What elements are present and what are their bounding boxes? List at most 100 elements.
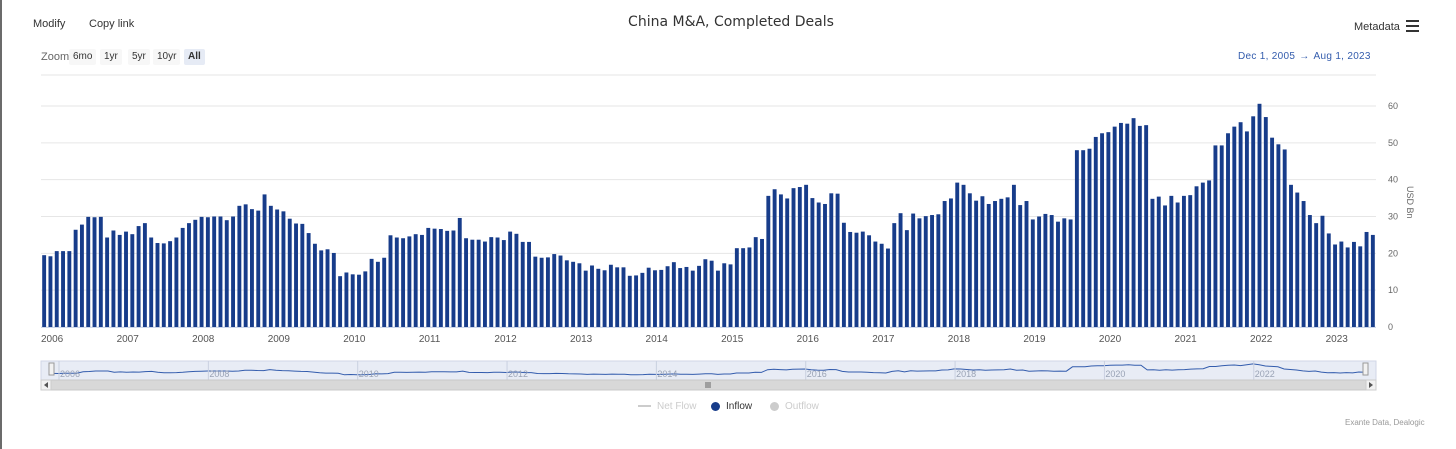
bar — [1156, 196, 1161, 327]
navigator-left-handle[interactable] — [48, 362, 55, 376]
bar — [54, 251, 59, 327]
zoom-all-button[interactable]: All — [184, 49, 205, 65]
bar — [155, 243, 160, 327]
bar — [823, 203, 827, 327]
legend-inflow[interactable]: Inflow — [711, 401, 752, 412]
bar — [92, 217, 97, 327]
bar — [993, 201, 997, 327]
bar — [596, 268, 601, 327]
bar — [1232, 126, 1237, 327]
bar — [1200, 182, 1205, 327]
bar — [98, 216, 103, 327]
bar — [495, 237, 500, 327]
bar — [1093, 136, 1098, 327]
bar — [79, 224, 84, 327]
navigator-tick-label: 2006 — [60, 369, 80, 379]
navigator-right-handle[interactable] — [1362, 362, 1369, 376]
bar — [350, 274, 355, 327]
bar — [1238, 122, 1243, 328]
bar — [48, 256, 53, 327]
navigator-tick-label: 2014 — [657, 369, 677, 379]
bar — [816, 202, 821, 327]
bar — [1068, 219, 1073, 327]
zoom-6mo-button[interactable]: 6mo — [69, 49, 97, 65]
chart-title: China M&A, Completed Deals — [628, 14, 834, 30]
bar — [602, 270, 607, 327]
navigator-tick-label: 2016 — [807, 369, 827, 379]
bar — [659, 269, 664, 327]
bar — [753, 237, 758, 327]
bar — [697, 265, 701, 327]
range-to-input[interactable]: Aug 1, 2023 — [1313, 51, 1371, 62]
legend-label: Outflow — [785, 401, 819, 412]
bar — [199, 216, 204, 327]
bar — [974, 200, 979, 327]
bar — [331, 252, 336, 327]
bar — [237, 205, 242, 327]
hamburger-menu-icon[interactable] — [1406, 20, 1419, 32]
bar — [621, 267, 626, 327]
bar — [1289, 184, 1293, 327]
bar — [168, 241, 173, 327]
bar — [1125, 123, 1130, 328]
bar — [923, 216, 928, 327]
modify-button[interactable]: Modify — [33, 18, 66, 30]
zoom-1yr-button[interactable]: 1yr — [100, 49, 122, 65]
bar — [615, 267, 620, 327]
bar — [590, 265, 594, 327]
bar — [306, 233, 311, 327]
bar — [357, 274, 361, 327]
bar — [898, 213, 903, 327]
bar — [1339, 241, 1344, 327]
bar — [917, 218, 922, 327]
bar — [1219, 145, 1224, 327]
bar — [325, 249, 330, 327]
bar — [760, 238, 764, 327]
zoom-10yr-button[interactable]: 10yr — [153, 49, 181, 65]
y-axis: 0 10 20 30 40 50 60 USD Bn — [1388, 101, 1415, 332]
bar — [105, 237, 110, 327]
bar — [268, 205, 273, 327]
range-from-input[interactable]: Dec 1, 2005 — [1238, 51, 1296, 62]
navigator-tick-label: 2012 — [508, 369, 528, 379]
bar — [1213, 145, 1218, 327]
bar — [1018, 205, 1023, 327]
legend-label: Net Flow — [657, 401, 697, 412]
bar — [300, 223, 305, 327]
x-tick-label: 2016 — [797, 334, 820, 345]
bar — [980, 196, 985, 327]
zoom-label: Zoom — [41, 51, 70, 63]
bar — [772, 189, 777, 327]
bar — [1112, 126, 1117, 327]
bar — [904, 230, 909, 327]
bar — [879, 243, 884, 327]
bar — [117, 234, 122, 327]
y-tick-label: 40 — [1388, 175, 1398, 185]
bar — [1314, 223, 1319, 327]
legend-outflow[interactable]: Outflow — [770, 401, 819, 412]
bar — [394, 237, 399, 327]
bar — [1150, 198, 1155, 327]
legend-dot-symbol — [711, 401, 720, 411]
bar — [451, 230, 456, 327]
bar — [193, 219, 198, 327]
bar — [61, 251, 65, 327]
bar — [728, 264, 733, 327]
bar — [1005, 197, 1010, 327]
bar — [1295, 192, 1300, 327]
bar — [577, 263, 582, 327]
copy-link-button[interactable]: Copy link — [89, 18, 135, 30]
metadata-button[interactable]: Metadata — [1354, 21, 1400, 33]
source-credit: Exante Data, Dealogic — [1345, 418, 1425, 427]
scroll-right-arrow-icon — [1369, 382, 1373, 388]
bar — [174, 237, 179, 327]
legend-net-flow[interactable]: Net Flow — [638, 401, 696, 412]
bar — [854, 232, 859, 327]
bar — [527, 241, 531, 327]
bar — [287, 218, 292, 327]
zoom-5yr-button[interactable]: 5yr — [128, 49, 150, 65]
bar — [684, 266, 689, 327]
bar — [1056, 221, 1060, 327]
bar — [401, 238, 406, 327]
bar — [571, 261, 576, 327]
